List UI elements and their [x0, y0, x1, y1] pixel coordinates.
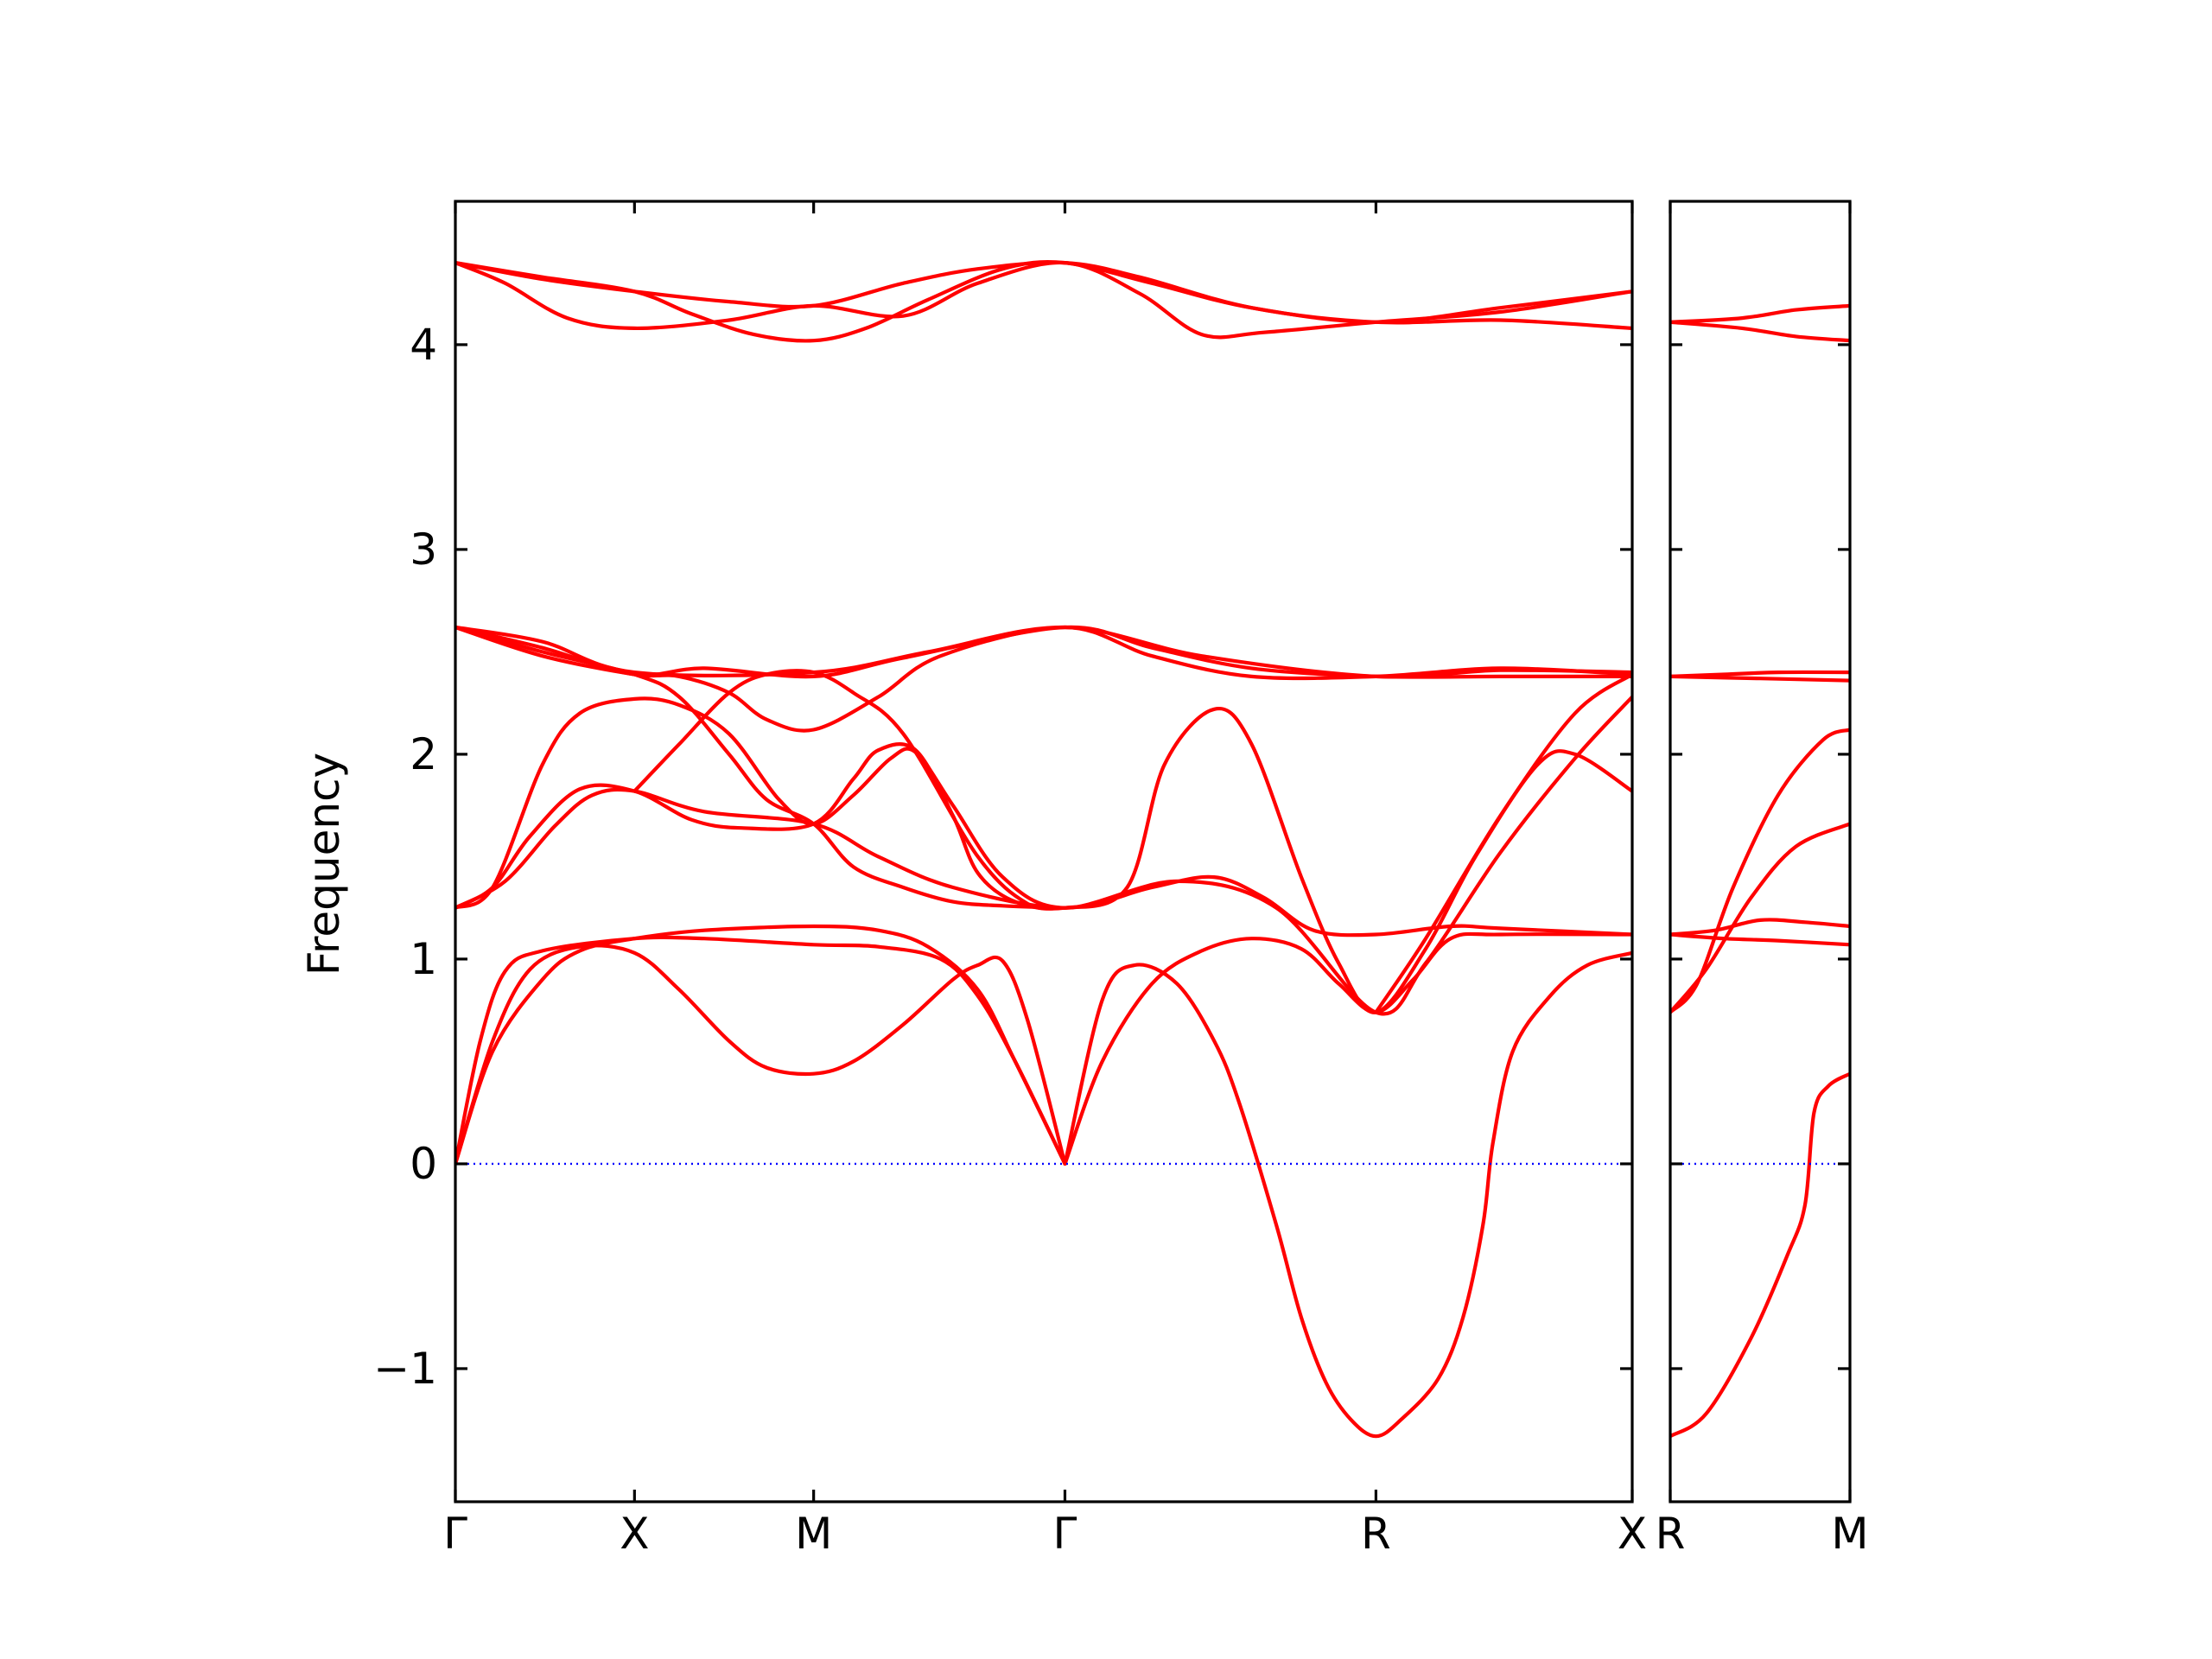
- band-c3: [1670, 728, 1850, 1014]
- y-tick-label: 3: [410, 524, 437, 575]
- panel-1-frame: [454, 200, 1634, 1503]
- band-b16: [455, 260, 1632, 330]
- band-b4: [1063, 950, 1632, 1439]
- band-b5: [1063, 931, 1632, 1166]
- band-b8: [455, 695, 1632, 1016]
- panel-2-bands: [1670, 303, 1850, 1439]
- band-b6: [455, 787, 1632, 938]
- y-tick-label: 2: [410, 729, 437, 779]
- x-tick-label: X: [620, 1509, 649, 1559]
- y-tick-label: 4: [410, 320, 437, 370]
- x-tick-label: M: [795, 1509, 832, 1559]
- band-c2: [1670, 822, 1850, 1014]
- band-b2: [455, 935, 1067, 1166]
- band-c7: [1670, 674, 1850, 683]
- band-b11: [632, 669, 1067, 911]
- y-tick-label: 1: [410, 934, 437, 984]
- band-b1: [455, 944, 1067, 1166]
- y-tick-labels: −1 0 1 2 3 4: [373, 320, 437, 1394]
- y-axis-title: Frequency: [299, 753, 349, 976]
- panel-1-bands: [455, 259, 1632, 1439]
- x-tick-label: R: [1656, 1509, 1686, 1559]
- band-b12: [455, 625, 1632, 733]
- y-axis-label: Frequency: [299, 753, 349, 976]
- y-tick-label: 0: [410, 1139, 437, 1189]
- x-tick-label: Γ: [443, 1509, 467, 1559]
- panel-2: [1669, 200, 1852, 1503]
- band-b10: [1374, 672, 1632, 1014]
- band-c1: [1670, 1071, 1850, 1439]
- x-tick-label: M: [1831, 1509, 1868, 1559]
- band-c9: [1670, 320, 1850, 343]
- x-tick-label: R: [1361, 1509, 1391, 1559]
- x-tick-label: Γ: [1053, 1509, 1077, 1559]
- x-tick-label: X: [1618, 1509, 1647, 1559]
- band-b17: [455, 259, 1632, 343]
- panel-2-ticks: [1669, 201, 1852, 1502]
- panel-1: [454, 200, 1634, 1503]
- band-b14: [455, 625, 1632, 679]
- band-c5: [1670, 932, 1850, 947]
- band-c8: [1670, 303, 1850, 324]
- band-b3: [455, 924, 1067, 1166]
- panel-1-ticks: [454, 201, 1634, 1502]
- band-b7: [455, 706, 1632, 1014]
- band-c4: [1670, 918, 1850, 937]
- band-b15: [455, 260, 1632, 340]
- panel-2-frame: [1669, 200, 1852, 1503]
- y-tick-label: −1: [373, 1344, 437, 1394]
